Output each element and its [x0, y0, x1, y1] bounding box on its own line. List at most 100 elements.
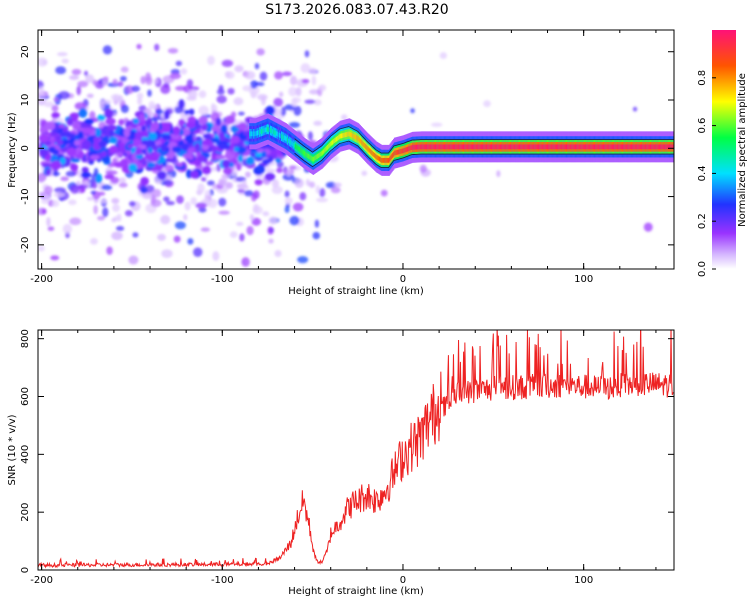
heatmap-ridge-cell [552, 144, 554, 150]
heatmap-ridge-cell [507, 144, 510, 150]
heatmap-cell [140, 176, 149, 186]
heatmap-cell [112, 204, 120, 212]
heatmap-cell [289, 75, 298, 86]
heatmap-ridge-cell [622, 144, 624, 150]
heatmap-cell [245, 156, 255, 166]
heatmap-cell [632, 106, 638, 112]
heatmap-cell [42, 59, 48, 66]
heatmap-ridge-cell [423, 144, 426, 150]
heatmap-ridge-cell [617, 144, 620, 150]
heatmap-ridge-cell [333, 138, 335, 144]
heatmap-ridge-cell [334, 138, 336, 143]
heatmap-cell [149, 104, 159, 109]
heatmap-ridge-cell [434, 144, 436, 150]
colorbar-tick-label: 0.4 [697, 165, 708, 181]
heatmap-cell [268, 149, 278, 155]
heatmap-cell [161, 123, 171, 133]
heatmap-ridge-cell [524, 144, 526, 150]
heatmap-cell [175, 146, 182, 153]
heatmap-cell [185, 121, 196, 129]
heatmap-ridge-cell [616, 144, 618, 150]
heatmap-ridge-cell [316, 154, 318, 160]
heatmap-cell [218, 84, 224, 92]
heatmap-ridge-outline [294, 140, 674, 169]
heatmap-ridge-cell [469, 144, 472, 150]
heatmap-cell [108, 136, 118, 144]
heatmap-ridge-cell [374, 153, 377, 159]
heatmap-ridge-cell [390, 155, 392, 161]
heatmap-cell [104, 108, 114, 119]
heatmap-cell [131, 85, 141, 92]
heatmap-frame [37, 29, 675, 270]
heatmap-ridge-cell [358, 137, 361, 143]
heatmap-cell [154, 43, 160, 52]
heatmap-cell [187, 238, 194, 245]
heatmap-ridge-cell [255, 131, 258, 136]
heatmap-cell [293, 105, 302, 116]
heatmap-ridge-cell [496, 144, 499, 150]
heatmap-ridge-cell [418, 144, 420, 150]
heatmap-ridge-cell [553, 144, 556, 150]
heatmap-y-tick-label: 0 [20, 145, 31, 151]
heatmap-ridge-cell [559, 144, 561, 150]
heatmap-ridge-cell [274, 130, 277, 136]
heatmap-cell [66, 118, 74, 126]
heatmap-cell [121, 137, 128, 144]
heatmap-cell [239, 233, 245, 242]
heatmap-ridge-cell [597, 144, 599, 150]
heatmap-cell [297, 256, 309, 264]
heatmap-cell [279, 91, 284, 98]
heatmap-cell [294, 178, 304, 189]
heatmap-ridge-cell [364, 142, 366, 148]
heatmap-cell [120, 104, 129, 114]
heatmap-ridge-cell [633, 144, 635, 150]
heatmap-ridge-cell [326, 145, 328, 151]
heatmap-cell [308, 67, 317, 75]
heatmap-ridge-cell [342, 133, 344, 138]
heatmap-cell [90, 238, 98, 245]
snr-panel: -200 -100 0 100 0 200 400 600 800 Height of stra… [7, 329, 675, 597]
heatmap-cell [186, 134, 194, 145]
heatmap-x-tick-label: -200 [30, 274, 53, 285]
heatmap-cell [160, 143, 167, 152]
heatmap-ridge-cell [538, 144, 540, 150]
heatmap-ridge-cell [583, 144, 586, 150]
heatmap-ridge-cell [528, 144, 530, 150]
heatmap-cell [161, 249, 173, 258]
heatmap-cell [244, 171, 251, 178]
heatmap-ridge-cell [450, 144, 453, 150]
heatmap-cell [218, 210, 230, 215]
heatmap-cell [202, 139, 213, 146]
heatmap-ridge-cell [269, 127, 271, 133]
heatmap-cell [65, 170, 76, 177]
heatmap-ridge-cell [287, 137, 289, 143]
heatmap-ridge-cell [356, 135, 358, 141]
heatmap-cell [140, 187, 148, 194]
heatmap-ridge-cell [504, 144, 506, 150]
heatmap-cell [163, 179, 173, 186]
heatmap-cell [150, 122, 160, 130]
heatmap-cell [227, 87, 235, 95]
heatmap-ridge-cell [578, 144, 580, 150]
heatmap-cell [218, 179, 226, 188]
snr-ticks: -200 -100 0 100 0 200 400 600 800 [20, 329, 674, 586]
heatmap-cell [193, 247, 203, 258]
heatmap-cell [81, 140, 92, 150]
heatmap-ridge-cell [565, 144, 567, 150]
heatmap-cell [218, 307, 228, 316]
heatmap-cell [243, 190, 254, 197]
heatmap-cell [105, 170, 118, 175]
heatmap-cell [286, 169, 292, 177]
heatmap-cell [172, 126, 181, 135]
heatmap-ridge-cell [522, 144, 524, 150]
heatmap-ridge-cell [365, 144, 368, 150]
heatmap-cell [44, 185, 53, 195]
heatmap-ridge-cell [474, 144, 476, 150]
heatmap-ridge-cell [625, 144, 627, 150]
heatmap-ridge-cell [432, 144, 435, 150]
heatmap-ridge-cell [509, 144, 511, 150]
heatmap-ridge-cell [253, 131, 255, 137]
heatmap-ridge-cell [283, 135, 286, 141]
heatmap-ridge-cell [302, 149, 305, 155]
heatmap-cell [238, 14, 250, 23]
